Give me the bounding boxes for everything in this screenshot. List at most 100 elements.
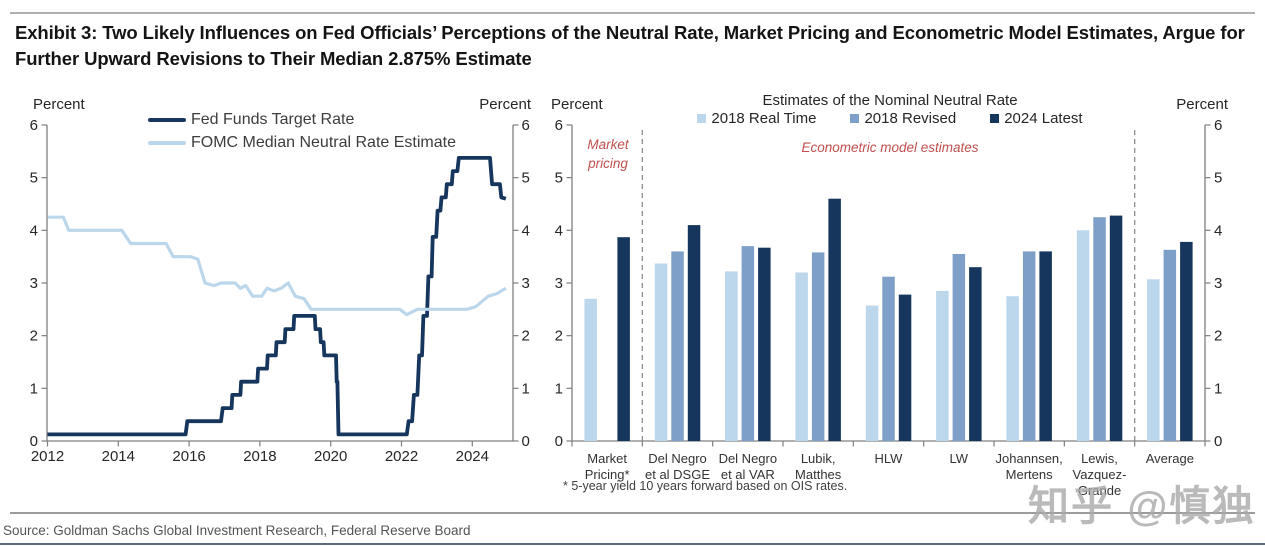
y-tick-label: 6 — [1214, 117, 1222, 134]
bottom-edge-line — [0, 543, 1265, 545]
y-tick-label: 5 — [522, 170, 530, 187]
y-tick-label: 3 — [522, 275, 530, 292]
y-tick-label: 0 — [522, 433, 530, 450]
bar-2018-revised — [741, 246, 755, 441]
bar-2018-real-time — [1147, 279, 1160, 441]
bar-2018-real-time — [584, 298, 597, 441]
legend-item-fed-funds: Fed Funds Target Rate — [148, 111, 354, 129]
legend-item-2018-revised: 2018 Revised — [850, 110, 956, 127]
legend-label-fomc-neutral: FOMC Median Neutral Rate Estimate — [191, 134, 456, 151]
bar-2018-real-time — [1076, 230, 1090, 441]
bar-chart-ylabel-right: Percent — [1176, 96, 1228, 113]
category-label: Average — [1146, 451, 1194, 466]
legend-item-2018-real-time: 2018 Real Time — [697, 110, 816, 127]
y-tick-label: 2 — [1214, 328, 1222, 345]
category-label: LW — [950, 451, 969, 466]
y-tick-label: 1 — [30, 380, 38, 397]
x-tick-label: 2014 — [102, 448, 135, 465]
section-label-econometric: Econometric model estimates — [801, 140, 979, 155]
left-chart-ylabel-right: Percent — [479, 96, 531, 113]
bar-2018-real-time — [654, 263, 668, 441]
y-tick-label: 0 — [30, 433, 38, 450]
source-line: Source: Goldman Sachs Global Investment … — [3, 523, 471, 538]
bar-2018-real-time — [936, 290, 949, 441]
bar-2018-revised — [882, 276, 895, 441]
bar-2018-revised — [671, 251, 684, 441]
x-tick-label: 2012 — [31, 448, 64, 465]
bar-2018-revised — [1022, 251, 1036, 441]
bar-2018-revised — [1093, 217, 1106, 441]
y-tick-label: 1 — [555, 380, 563, 397]
y-tick-label: 3 — [1214, 275, 1222, 292]
legend-label-2018-revised: 2018 Revised — [864, 110, 957, 127]
category-label: Lewis, Vazquez-Grande — [1073, 451, 1127, 498]
fomc-neutral-line-swatch — [148, 141, 186, 145]
2018-revised-swatch — [850, 114, 860, 123]
legend-label-fed-funds: Fed Funds Target Rate — [191, 111, 355, 128]
legend-label-2024-latest: 2024 Latest — [1004, 110, 1083, 127]
category-label: HLW — [875, 451, 904, 466]
category-label: Market Pricing* — [585, 451, 630, 482]
fed-funds-line-swatch — [148, 118, 186, 122]
bar-2018-real-time — [865, 305, 879, 441]
bar-2024-latest — [758, 247, 771, 441]
x-tick-label: 2020 — [314, 448, 347, 465]
y-tick-label: 5 — [1214, 170, 1222, 187]
bar-2024-latest — [828, 198, 841, 441]
bar-2024-latest — [617, 237, 630, 441]
y-tick-label: 0 — [555, 433, 563, 450]
y-tick-label: 2 — [522, 328, 530, 345]
y-tick-label: 6 — [522, 117, 530, 134]
y-tick-label: 5 — [30, 170, 38, 187]
bar-chart-ylabel-left: Percent — [551, 96, 603, 113]
2018-real-time-swatch — [697, 114, 707, 123]
bar-2018-revised — [952, 254, 966, 441]
bar-chart-title: Estimates of the Nominal Neutral Rate — [762, 92, 1018, 109]
x-tick-label: 2024 — [456, 448, 489, 465]
left-chart-ylabel-left: Percent — [33, 96, 85, 113]
legend-label-2018-real-time: 2018 Real Time — [711, 110, 817, 127]
fed-funds-target-rate-line — [47, 155, 507, 437]
y-tick-label: 6 — [30, 117, 38, 134]
bar-2018-revised — [811, 252, 825, 441]
y-tick-label: 4 — [555, 222, 563, 239]
category-label: Johannsen, Mertens — [996, 451, 1063, 482]
exhibit-title: Exhibit 3: Two Likely Influences on Fed … — [15, 22, 1245, 70]
bar-2024-latest — [1180, 241, 1193, 441]
bar-2024-latest — [1109, 215, 1123, 441]
line-chart-axes — [46, 125, 514, 442]
y-tick-label: 2 — [555, 328, 563, 345]
bar-2018-real-time — [1006, 296, 1019, 441]
y-tick-label: 4 — [522, 222, 530, 239]
category-label: Lubik, Matthes — [795, 451, 842, 482]
bar-2018-revised — [1163, 249, 1177, 441]
zhihu-watermark: 知乎 @慎独 — [1028, 483, 1256, 529]
bar-2024-latest — [969, 267, 982, 441]
y-tick-label: 6 — [555, 117, 563, 134]
bar-chart-legend: 2018 Real Time 2018 Revised 2024 Latest — [570, 110, 1210, 127]
category-label: Del Negro et al DSGE — [645, 451, 710, 482]
fomc-neutral-rate-line — [47, 215, 507, 317]
bar-2024-latest — [687, 225, 701, 441]
x-tick-label: 2018 — [243, 448, 276, 465]
y-tick-label: 3 — [30, 275, 38, 292]
y-tick-label: 2 — [30, 328, 38, 345]
bar-2024-latest — [898, 294, 912, 441]
bar-2024-latest — [1039, 251, 1052, 441]
2024-latest-swatch — [990, 114, 1000, 123]
y-tick-label: 3 — [555, 275, 563, 292]
bar-2018-real-time — [795, 272, 808, 441]
chart-footnote: * 5-year yield 10 years forward based on… — [563, 479, 848, 493]
bar-2018-real-time — [725, 271, 738, 441]
y-tick-label: 1 — [1214, 380, 1222, 397]
y-tick-label: 1 — [522, 380, 530, 397]
y-tick-label: 5 — [555, 170, 563, 187]
y-tick-label: 0 — [1214, 433, 1222, 450]
bottom-divider — [10, 512, 1255, 514]
legend-item-2024-latest: 2024 Latest — [990, 110, 1083, 127]
legend-item-fomc-neutral: FOMC Median Neutral Rate Estimate — [148, 134, 456, 152]
y-tick-label: 4 — [30, 222, 38, 239]
section-label-market-pricing: Market pricing — [587, 137, 629, 171]
